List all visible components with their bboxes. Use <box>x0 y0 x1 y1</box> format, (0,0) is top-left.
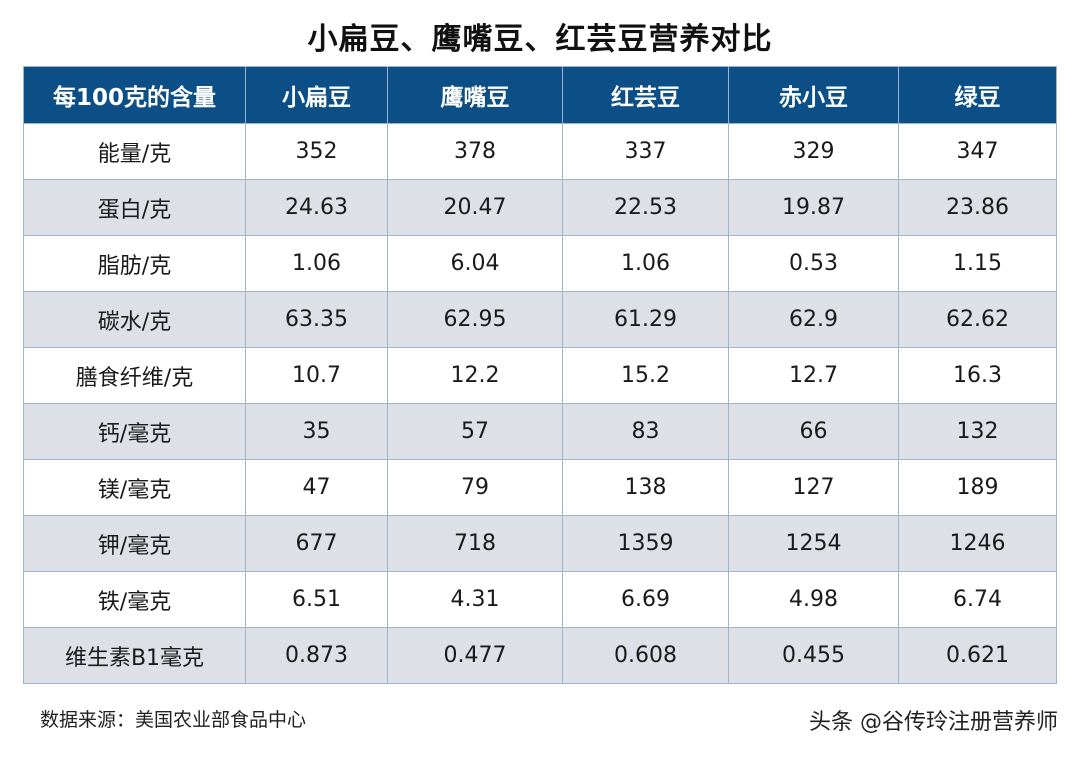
table-cell: 0.873 <box>245 627 388 684</box>
table-cell: 22.53 <box>562 179 729 236</box>
header-cell-kidney-bean: 红芸豆 <box>562 66 729 124</box>
table-cell: 1246 <box>898 515 1057 572</box>
row-label-cell: 脂肪/克 <box>23 235 246 292</box>
table-cell: 4.98 <box>728 571 899 628</box>
table-cell: 1.06 <box>245 235 388 292</box>
table-cell: 1254 <box>728 515 899 572</box>
table-cell: 347 <box>898 123 1057 180</box>
table-cell: 35 <box>245 403 388 460</box>
table-cell: 20.47 <box>387 179 563 236</box>
table-row: 铁/毫克 6.51 4.31 6.69 4.98 6.74 <box>23 571 1057 628</box>
table-cell: 66 <box>728 403 899 460</box>
watermark: 头条 @谷传玲注册营养师 <box>809 710 1058 735</box>
table-cell: 4.31 <box>387 571 563 628</box>
table-cell: 47 <box>245 459 388 516</box>
table-cell: 63.35 <box>245 291 388 348</box>
table-cell: 62.9 <box>728 291 899 348</box>
table-cell: 0.621 <box>898 627 1057 684</box>
table-row: 蛋白/克 24.63 20.47 22.53 19.87 23.86 <box>23 179 1057 236</box>
page-title: 小扁豆、鹰嘴豆、红芸豆营养对比 <box>307 22 773 57</box>
row-label-cell: 碳水/克 <box>23 291 246 348</box>
table-cell: 138 <box>562 459 729 516</box>
table-cell: 329 <box>728 123 899 180</box>
table-row: 能量/克 352 378 337 329 347 <box>23 123 1057 180</box>
table-cell: 83 <box>562 403 729 460</box>
header-cell-chickpea: 鹰嘴豆 <box>387 66 563 124</box>
row-label-cell: 膳食纤维/克 <box>23 347 246 404</box>
table-cell: 718 <box>387 515 563 572</box>
header-cell-mung-bean: 绿豆 <box>898 66 1057 124</box>
table-cell: 0.53 <box>728 235 899 292</box>
table-cell: 352 <box>245 123 388 180</box>
table-cell: 61.29 <box>562 291 729 348</box>
table-cell: 23.86 <box>898 179 1057 236</box>
nutrition-table: 每100克的含量 小扁豆 鹰嘴豆 红芸豆 赤小豆 绿豆 能量/克 352 378 33… <box>23 66 1057 684</box>
table-header-row: 每100克的含量 小扁豆 鹰嘴豆 红芸豆 赤小豆 绿豆 <box>23 66 1057 124</box>
table-cell: 15.2 <box>562 347 729 404</box>
table-cell: 1.06 <box>562 235 729 292</box>
table-cell: 0.455 <box>728 627 899 684</box>
table-cell: 12.2 <box>387 347 563 404</box>
table-cell: 0.477 <box>387 627 563 684</box>
table-cell: 16.3 <box>898 347 1057 404</box>
table-cell: 378 <box>387 123 563 180</box>
table-cell: 62.95 <box>387 291 563 348</box>
table-cell: 0.608 <box>562 627 729 684</box>
table-cell: 62.62 <box>898 291 1057 348</box>
table-cell: 337 <box>562 123 729 180</box>
header-cell-nutrient: 每100克的含量 <box>23 66 246 124</box>
table-cell: 79 <box>387 459 563 516</box>
row-label-cell: 蛋白/克 <box>23 179 246 236</box>
header-cell-lentil: 小扁豆 <box>245 66 388 124</box>
row-label-cell: 铁/毫克 <box>23 571 246 628</box>
table-cell: 57 <box>387 403 563 460</box>
table-cell: 6.04 <box>387 235 563 292</box>
table-cell: 1359 <box>562 515 729 572</box>
table-row: 镁/毫克 47 79 138 127 189 <box>23 459 1057 516</box>
row-label-cell: 能量/克 <box>23 123 246 180</box>
table-cell: 677 <box>245 515 388 572</box>
table-row: 膳食纤维/克 10.7 12.2 15.2 12.7 16.3 <box>23 347 1057 404</box>
row-label-cell: 钾/毫克 <box>23 515 246 572</box>
table-cell: 10.7 <box>245 347 388 404</box>
table-row: 脂肪/克 1.06 6.04 1.06 0.53 1.15 <box>23 235 1057 292</box>
table-row: 钙/毫克 35 57 83 66 132 <box>23 403 1057 460</box>
table-row: 钾/毫克 677 718 1359 1254 1246 <box>23 515 1057 572</box>
table-cell: 12.7 <box>728 347 899 404</box>
table-cell: 189 <box>898 459 1057 516</box>
table-cell: 1.15 <box>898 235 1057 292</box>
table-cell: 6.74 <box>898 571 1057 628</box>
table-cell: 19.87 <box>728 179 899 236</box>
table-cell: 6.51 <box>245 571 388 628</box>
row-label-cell: 镁/毫克 <box>23 459 246 516</box>
table-cell: 127 <box>728 459 899 516</box>
table-row: 碳水/克 63.35 62.95 61.29 62.9 62.62 <box>23 291 1057 348</box>
table-cell: 132 <box>898 403 1057 460</box>
row-label-cell: 钙/毫克 <box>23 403 246 460</box>
header-cell-adzuki-bean: 赤小豆 <box>728 66 899 124</box>
row-label-cell: 维生素B1毫克 <box>23 627 246 684</box>
table-row: 维生素B1毫克 0.873 0.477 0.608 0.455 0.621 <box>23 627 1057 684</box>
table-cell: 24.63 <box>245 179 388 236</box>
table-cell: 6.69 <box>562 571 729 628</box>
data-source-note: 数据来源：美国农业部食品中心 <box>40 709 307 731</box>
